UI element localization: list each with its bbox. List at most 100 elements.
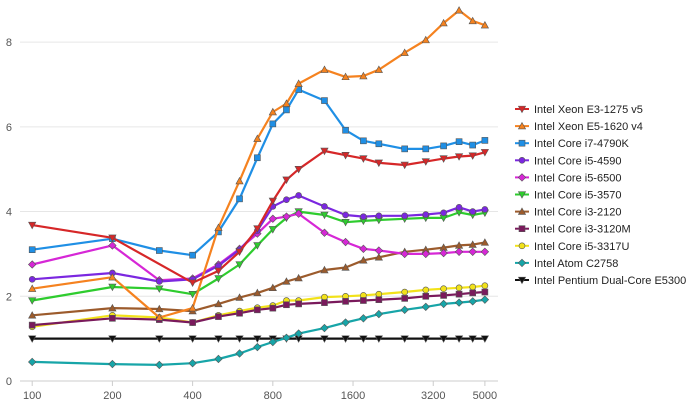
legend-item: Intel Core i5-3317U [515,241,629,253]
legend-marker [517,121,527,130]
data-point [156,278,163,285]
data-point [375,212,383,220]
data-point [359,335,368,343]
data-point [283,196,290,204]
data-point [282,176,291,185]
data-point [236,195,243,203]
data-point [28,335,37,343]
legend-label: Intel Xeon E3-1275 v5 [534,104,643,116]
data-point [109,315,116,322]
data-point [439,248,448,258]
legend-marker [518,139,526,147]
legend-label: Intel Core i5-6500 [534,172,621,184]
data-point [155,285,164,293]
data-point [294,209,303,218]
series-intel-xeon-e3-1275-v5 [28,147,489,287]
data-point [374,246,384,255]
data-point [480,238,489,246]
data-point [294,273,303,282]
data-point [253,342,262,352]
legend-item: Intel Core i5-3570 [515,190,621,202]
legend-marker [517,258,527,268]
data-point [421,335,430,343]
data-point [189,251,196,259]
data-point [320,211,329,220]
legend-marker [517,105,527,114]
data-point [28,260,37,269]
data-point [155,304,164,313]
data-point [269,120,277,128]
data-point [253,288,262,297]
data-point [454,247,464,256]
data-point [28,284,37,292]
data-point [440,142,447,150]
data-point [282,212,291,221]
data-point [268,107,277,116]
data-point [283,301,290,309]
legend-item: Intel Atom C2758 [515,258,618,270]
data-point [321,293,328,301]
data-point [268,197,277,206]
data-point [422,145,430,153]
data-point [469,289,476,297]
data-point [421,302,430,312]
data-point [469,283,476,291]
data-point [320,265,329,274]
data-point [342,126,349,134]
data-point [214,223,223,231]
data-point [214,275,223,283]
legend: Intel Xeon E3-1275 v5 Intel Xeon E5-1620 … [515,104,686,287]
data-point [235,261,244,269]
data-point [321,203,328,210]
series-lines [28,6,490,370]
data-point [359,244,368,254]
data-point [468,247,477,256]
data-point [108,283,117,292]
data-point [400,48,409,56]
data-point [341,152,350,160]
data-point [480,295,490,304]
legend-item: Intel Core i7-4790K [515,138,629,150]
data-point [342,298,349,305]
series-line [31,194,486,283]
data-point [359,71,368,80]
data-point [321,299,328,306]
data-point [374,65,383,73]
data-point [454,153,464,161]
data-point [320,335,329,343]
data-point [282,333,291,342]
data-point [189,319,196,326]
data-point [341,318,350,327]
data-point [268,226,277,234]
axes [20,380,498,386]
y-tick-label: 6 [6,122,12,134]
x-tick-label: 3200 [421,390,445,400]
series-intel-xeon-e5-1620-v4 [28,6,489,321]
data-point [360,137,367,145]
y-tick-label: 0 [6,376,12,388]
data-point [269,304,277,312]
legend-item: Intel Xeon E5-1620 v4 [515,121,643,133]
data-point [268,337,277,347]
data-point [439,335,448,343]
grid-lines [20,41,498,297]
data-point [455,284,463,292]
data-point [455,290,463,298]
data-point [108,273,117,281]
data-point [401,288,408,296]
data-point [253,242,262,250]
data-point [468,240,477,248]
data-point [422,286,430,294]
data-point [440,285,447,292]
legend-label: Intel Core i3-3120M [534,224,631,236]
data-point [439,155,448,163]
legend-marker [518,225,526,232]
data-point [108,234,117,243]
legend-label: Intel Xeon E5-1620 v4 [534,121,643,133]
data-point [268,283,277,291]
data-point [28,357,37,367]
data-point [236,309,243,317]
data-point [375,296,383,303]
data-point [454,6,464,14]
